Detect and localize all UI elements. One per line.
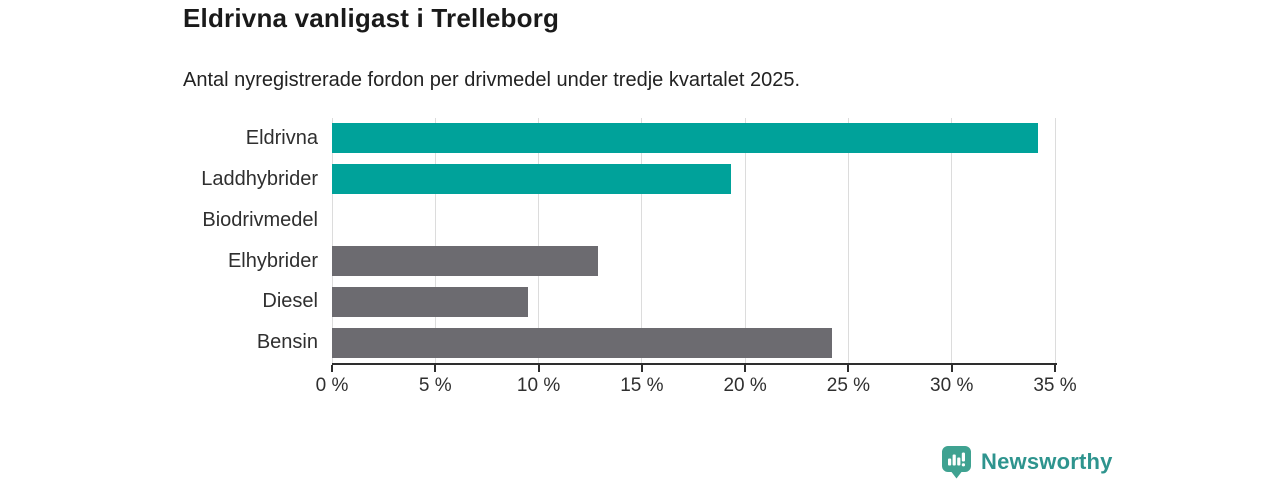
x-axis-tick-label: 20 %	[723, 375, 767, 396]
bar-bensin	[332, 327, 832, 358]
x-axis-tick	[1054, 365, 1056, 372]
x-axis-tick-label: 5 %	[418, 375, 452, 396]
category-label: Elhybrider	[227, 249, 318, 272]
category-label: Biodrivmedel	[202, 208, 318, 231]
newsworthy-logo-link[interactable]: Newsworthy	[941, 445, 1113, 479]
x-axis-tick-label: 10 %	[516, 375, 561, 396]
bar-diesel	[332, 286, 529, 317]
x-axis-tick-label: 25 %	[826, 375, 871, 396]
gridline	[331, 118, 333, 363]
chart-subtitle: Antal nyregistrerade fordon per drivmede…	[183, 69, 801, 91]
gridline	[847, 118, 849, 363]
category-label: Diesel	[262, 290, 318, 313]
x-axis-tick-label: 30 %	[930, 375, 974, 396]
x-axis-tick-label: 0 %	[315, 375, 349, 396]
x-axis-tick	[847, 365, 850, 372]
category-label: Laddhybrider	[201, 167, 318, 190]
gridline	[538, 118, 540, 363]
gridline	[641, 118, 643, 363]
x-axis-tick	[331, 365, 333, 372]
newsworthy-logo-icon	[941, 445, 972, 479]
gridline	[1054, 118, 1056, 363]
x-axis-tick-label: 35 %	[1033, 375, 1077, 396]
newsworthy-logo-wordmark: Newsworthy	[981, 449, 1113, 474]
gridline	[744, 118, 746, 363]
bar-laddhybrider	[332, 164, 731, 195]
x-axis-tick	[434, 365, 437, 372]
x-axis-tick	[537, 365, 540, 372]
x-axis-tick	[744, 365, 747, 372]
gridline	[951, 118, 953, 363]
page-title: Eldrivna vanligast i Trelleborg	[183, 3, 560, 33]
x-axis-tick	[640, 365, 643, 372]
x-axis-line	[332, 363, 1057, 365]
x-axis-tick	[950, 365, 953, 372]
category-label: Bensin	[256, 331, 318, 354]
gridline	[434, 118, 436, 363]
x-axis-tick-label: 15 %	[620, 375, 664, 396]
category-label: Eldrivna	[245, 127, 318, 149]
bar-elhybrider	[332, 245, 599, 276]
bar-eldrivna	[332, 123, 1039, 154]
